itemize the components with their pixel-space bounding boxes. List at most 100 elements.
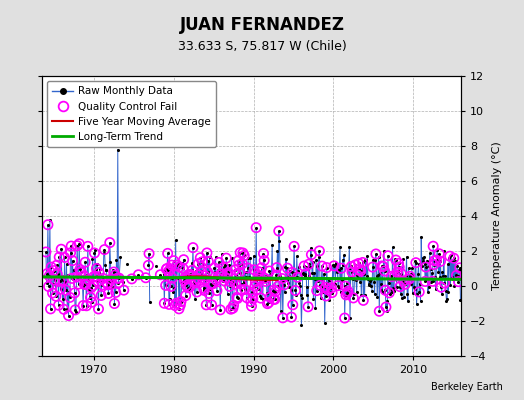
- Point: [446, 282, 455, 288]
- Point: [300, 263, 308, 269]
- Point: [77, 269, 85, 276]
- Point: [73, 242, 81, 249]
- Point: [237, 281, 246, 287]
- Point: [176, 302, 184, 308]
- Point: [77, 269, 85, 275]
- Point: [180, 277, 189, 283]
- Point: [425, 262, 433, 269]
- Point: [71, 307, 79, 313]
- Point: [423, 258, 431, 264]
- Point: [111, 272, 119, 278]
- Point: [74, 281, 83, 287]
- Point: [217, 271, 225, 277]
- Point: [254, 272, 263, 278]
- Point: [232, 271, 241, 278]
- Point: [280, 282, 288, 288]
- Point: [400, 294, 408, 300]
- Point: [310, 270, 318, 276]
- Point: [123, 260, 132, 267]
- Point: [50, 268, 58, 274]
- Point: [328, 290, 336, 296]
- Point: [250, 266, 258, 273]
- Point: [314, 254, 323, 260]
- Point: [329, 262, 337, 268]
- Point: [321, 284, 330, 290]
- Point: [295, 280, 303, 286]
- Point: [325, 297, 334, 303]
- Point: [257, 295, 265, 301]
- Point: [52, 262, 61, 268]
- Point: [411, 258, 419, 264]
- Point: [103, 280, 111, 286]
- Point: [280, 289, 289, 295]
- Point: [68, 258, 77, 264]
- Point: [134, 272, 143, 278]
- Point: [188, 260, 196, 266]
- Point: [161, 267, 169, 273]
- Point: [179, 265, 187, 272]
- Point: [59, 277, 68, 284]
- Point: [395, 264, 403, 270]
- Point: [180, 277, 189, 283]
- Point: [317, 276, 325, 282]
- Point: [240, 252, 248, 259]
- Point: [165, 301, 173, 308]
- Point: [169, 289, 177, 296]
- Point: [412, 301, 421, 307]
- Point: [248, 289, 256, 295]
- Point: [265, 299, 273, 306]
- Point: [424, 289, 432, 296]
- Point: [226, 278, 234, 285]
- Point: [238, 250, 247, 256]
- Point: [85, 294, 94, 300]
- Point: [253, 281, 261, 288]
- Point: [79, 302, 88, 309]
- Point: [213, 275, 222, 281]
- Point: [444, 261, 452, 267]
- Point: [324, 276, 333, 283]
- Point: [324, 286, 332, 293]
- Point: [63, 306, 71, 312]
- Point: [227, 306, 235, 312]
- Point: [390, 288, 398, 294]
- Point: [363, 272, 371, 279]
- Point: [101, 262, 110, 268]
- Point: [263, 289, 271, 296]
- Point: [175, 306, 183, 312]
- Point: [144, 262, 152, 268]
- Point: [161, 282, 170, 288]
- Point: [274, 248, 282, 254]
- Point: [272, 264, 281, 271]
- Point: [190, 278, 198, 284]
- Point: [80, 281, 89, 288]
- Point: [222, 255, 231, 261]
- Point: [92, 273, 100, 280]
- Point: [60, 254, 69, 261]
- Point: [381, 287, 389, 294]
- Point: [361, 292, 369, 298]
- Point: [355, 266, 364, 273]
- Point: [208, 302, 216, 308]
- Point: [316, 282, 324, 288]
- Point: [231, 267, 239, 273]
- Point: [144, 262, 152, 268]
- Legend: Raw Monthly Data, Quality Control Fail, Five Year Moving Average, Long-Term Tren: Raw Monthly Data, Quality Control Fail, …: [47, 81, 216, 147]
- Point: [178, 260, 187, 266]
- Point: [420, 254, 428, 260]
- Point: [344, 265, 353, 272]
- Point: [87, 284, 95, 291]
- Point: [307, 252, 315, 258]
- Point: [354, 274, 362, 281]
- Point: [84, 243, 92, 250]
- Point: [409, 272, 418, 278]
- Point: [372, 251, 380, 257]
- Point: [268, 241, 276, 248]
- Point: [223, 271, 231, 277]
- Point: [177, 298, 185, 305]
- Point: [269, 296, 278, 303]
- Point: [208, 302, 216, 308]
- Point: [412, 260, 420, 266]
- Point: [334, 282, 342, 289]
- Point: [191, 279, 200, 286]
- Point: [224, 269, 233, 276]
